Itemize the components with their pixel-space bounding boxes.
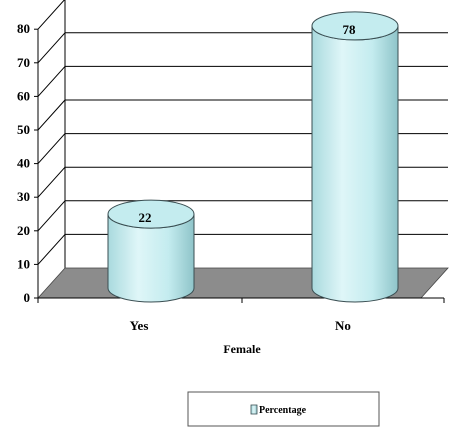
gridline-side (37, 99, 66, 131)
gridline-side (37, 200, 66, 232)
legend-box (187, 391, 380, 427)
bar-yes (107, 199, 195, 303)
legend-swatch (250, 404, 258, 415)
bar-top (311, 11, 399, 41)
legend: Percentage (187, 391, 380, 427)
y-tick-label: 70 (17, 55, 30, 70)
gridline-side (37, 66, 66, 97)
data-label: 22 (139, 210, 152, 225)
y-tick-label: 0 (24, 290, 31, 305)
y-tick-label: 10 (17, 256, 30, 271)
bar-top (107, 199, 195, 229)
data-label: 78 (343, 22, 357, 37)
x-axis-title: Female (223, 342, 261, 356)
y-tick-label: 80 (17, 21, 30, 36)
gridline-side (37, 234, 66, 265)
x-axis-categories: Yes No (130, 318, 351, 333)
y-tick-label: 60 (17, 88, 30, 103)
gridline-side (37, 32, 66, 64)
y-tick-label: 40 (17, 156, 30, 171)
bar-body (311, 25, 399, 303)
legend-label: Percentage (259, 405, 307, 416)
y-tick-label: 50 (17, 122, 30, 137)
y-tick-label: 20 (17, 223, 30, 238)
data-labels: 22 78 (139, 22, 357, 225)
gridline-side (37, 0, 65, 30)
gridline-side (37, 133, 66, 164)
y-axis-ticks: 0 10 20 30 40 50 60 70 80 (17, 21, 38, 305)
y-tick-label: 30 (17, 189, 30, 204)
gridline-side (37, 166, 66, 198)
bars (107, 11, 399, 303)
x-category-label: No (335, 318, 351, 333)
bar-no (311, 11, 399, 303)
x-category-label: Yes (130, 318, 149, 333)
